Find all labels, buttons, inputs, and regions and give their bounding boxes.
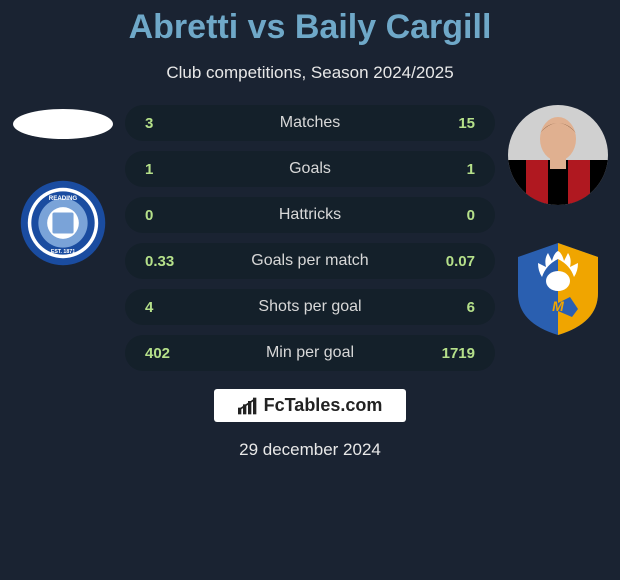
stat-label: Goals (205, 160, 415, 178)
stat-label: Hattricks (205, 206, 415, 224)
stat-row: 0 Hattricks 0 (125, 197, 495, 233)
stat-left-value: 0 (145, 207, 205, 224)
stat-row: 1 Goals 1 (125, 151, 495, 187)
mansfield-town-logo: M (508, 237, 608, 337)
stat-left-value: 1 (145, 161, 205, 178)
stat-row: 0.33 Goals per match 0.07 (125, 243, 495, 279)
chart-icon (238, 397, 258, 415)
stat-row: 4 Shots per goal 6 (125, 289, 495, 325)
page-title: Abretti vs Baily Cargill (129, 8, 492, 47)
season-subtitle: Club competitions, Season 2024/2025 (166, 63, 453, 83)
stat-right-value: 0 (415, 207, 475, 224)
right-player-column: M (505, 105, 610, 371)
stat-left-value: 3 (145, 115, 205, 132)
stat-label: Matches (205, 114, 415, 132)
stat-right-value: 15 (415, 115, 475, 132)
comparison-card: Abretti vs Baily Cargill Club competitio… (0, 0, 620, 580)
right-player-photo (508, 105, 608, 205)
svg-text:EST. 1871: EST. 1871 (50, 249, 74, 255)
stat-left-value: 402 (145, 345, 205, 362)
svg-text:READING: READING (48, 195, 77, 202)
left-player-column: READING EST. 1871 (10, 105, 115, 371)
stat-right-value: 1719 (415, 345, 475, 362)
stat-right-value: 6 (415, 299, 475, 316)
stat-row: 3 Matches 15 (125, 105, 495, 141)
stat-left-value: 0.33 (145, 253, 205, 270)
stat-label: Shots per goal (205, 298, 415, 316)
branding-text: FcTables.com (264, 395, 383, 416)
stats-column: 3 Matches 15 1 Goals 1 0 Hattricks 0 0.3… (125, 105, 495, 371)
svg-text:M: M (552, 298, 564, 314)
reading-fc-logo: READING EST. 1871 (19, 179, 107, 267)
left-player-photo-placeholder (13, 109, 113, 139)
stat-label: Min per goal (205, 344, 415, 362)
stat-row: 402 Min per goal 1719 (125, 335, 495, 371)
comparison-body: READING EST. 1871 3 Matches 15 1 Goals 1… (0, 105, 620, 371)
stat-right-value: 1 (415, 161, 475, 178)
stat-left-value: 4 (145, 299, 205, 316)
snapshot-date: 29 december 2024 (239, 440, 381, 460)
stat-label: Goals per match (205, 252, 415, 270)
fctables-branding: FcTables.com (214, 389, 407, 422)
stat-right-value: 0.07 (415, 253, 475, 270)
